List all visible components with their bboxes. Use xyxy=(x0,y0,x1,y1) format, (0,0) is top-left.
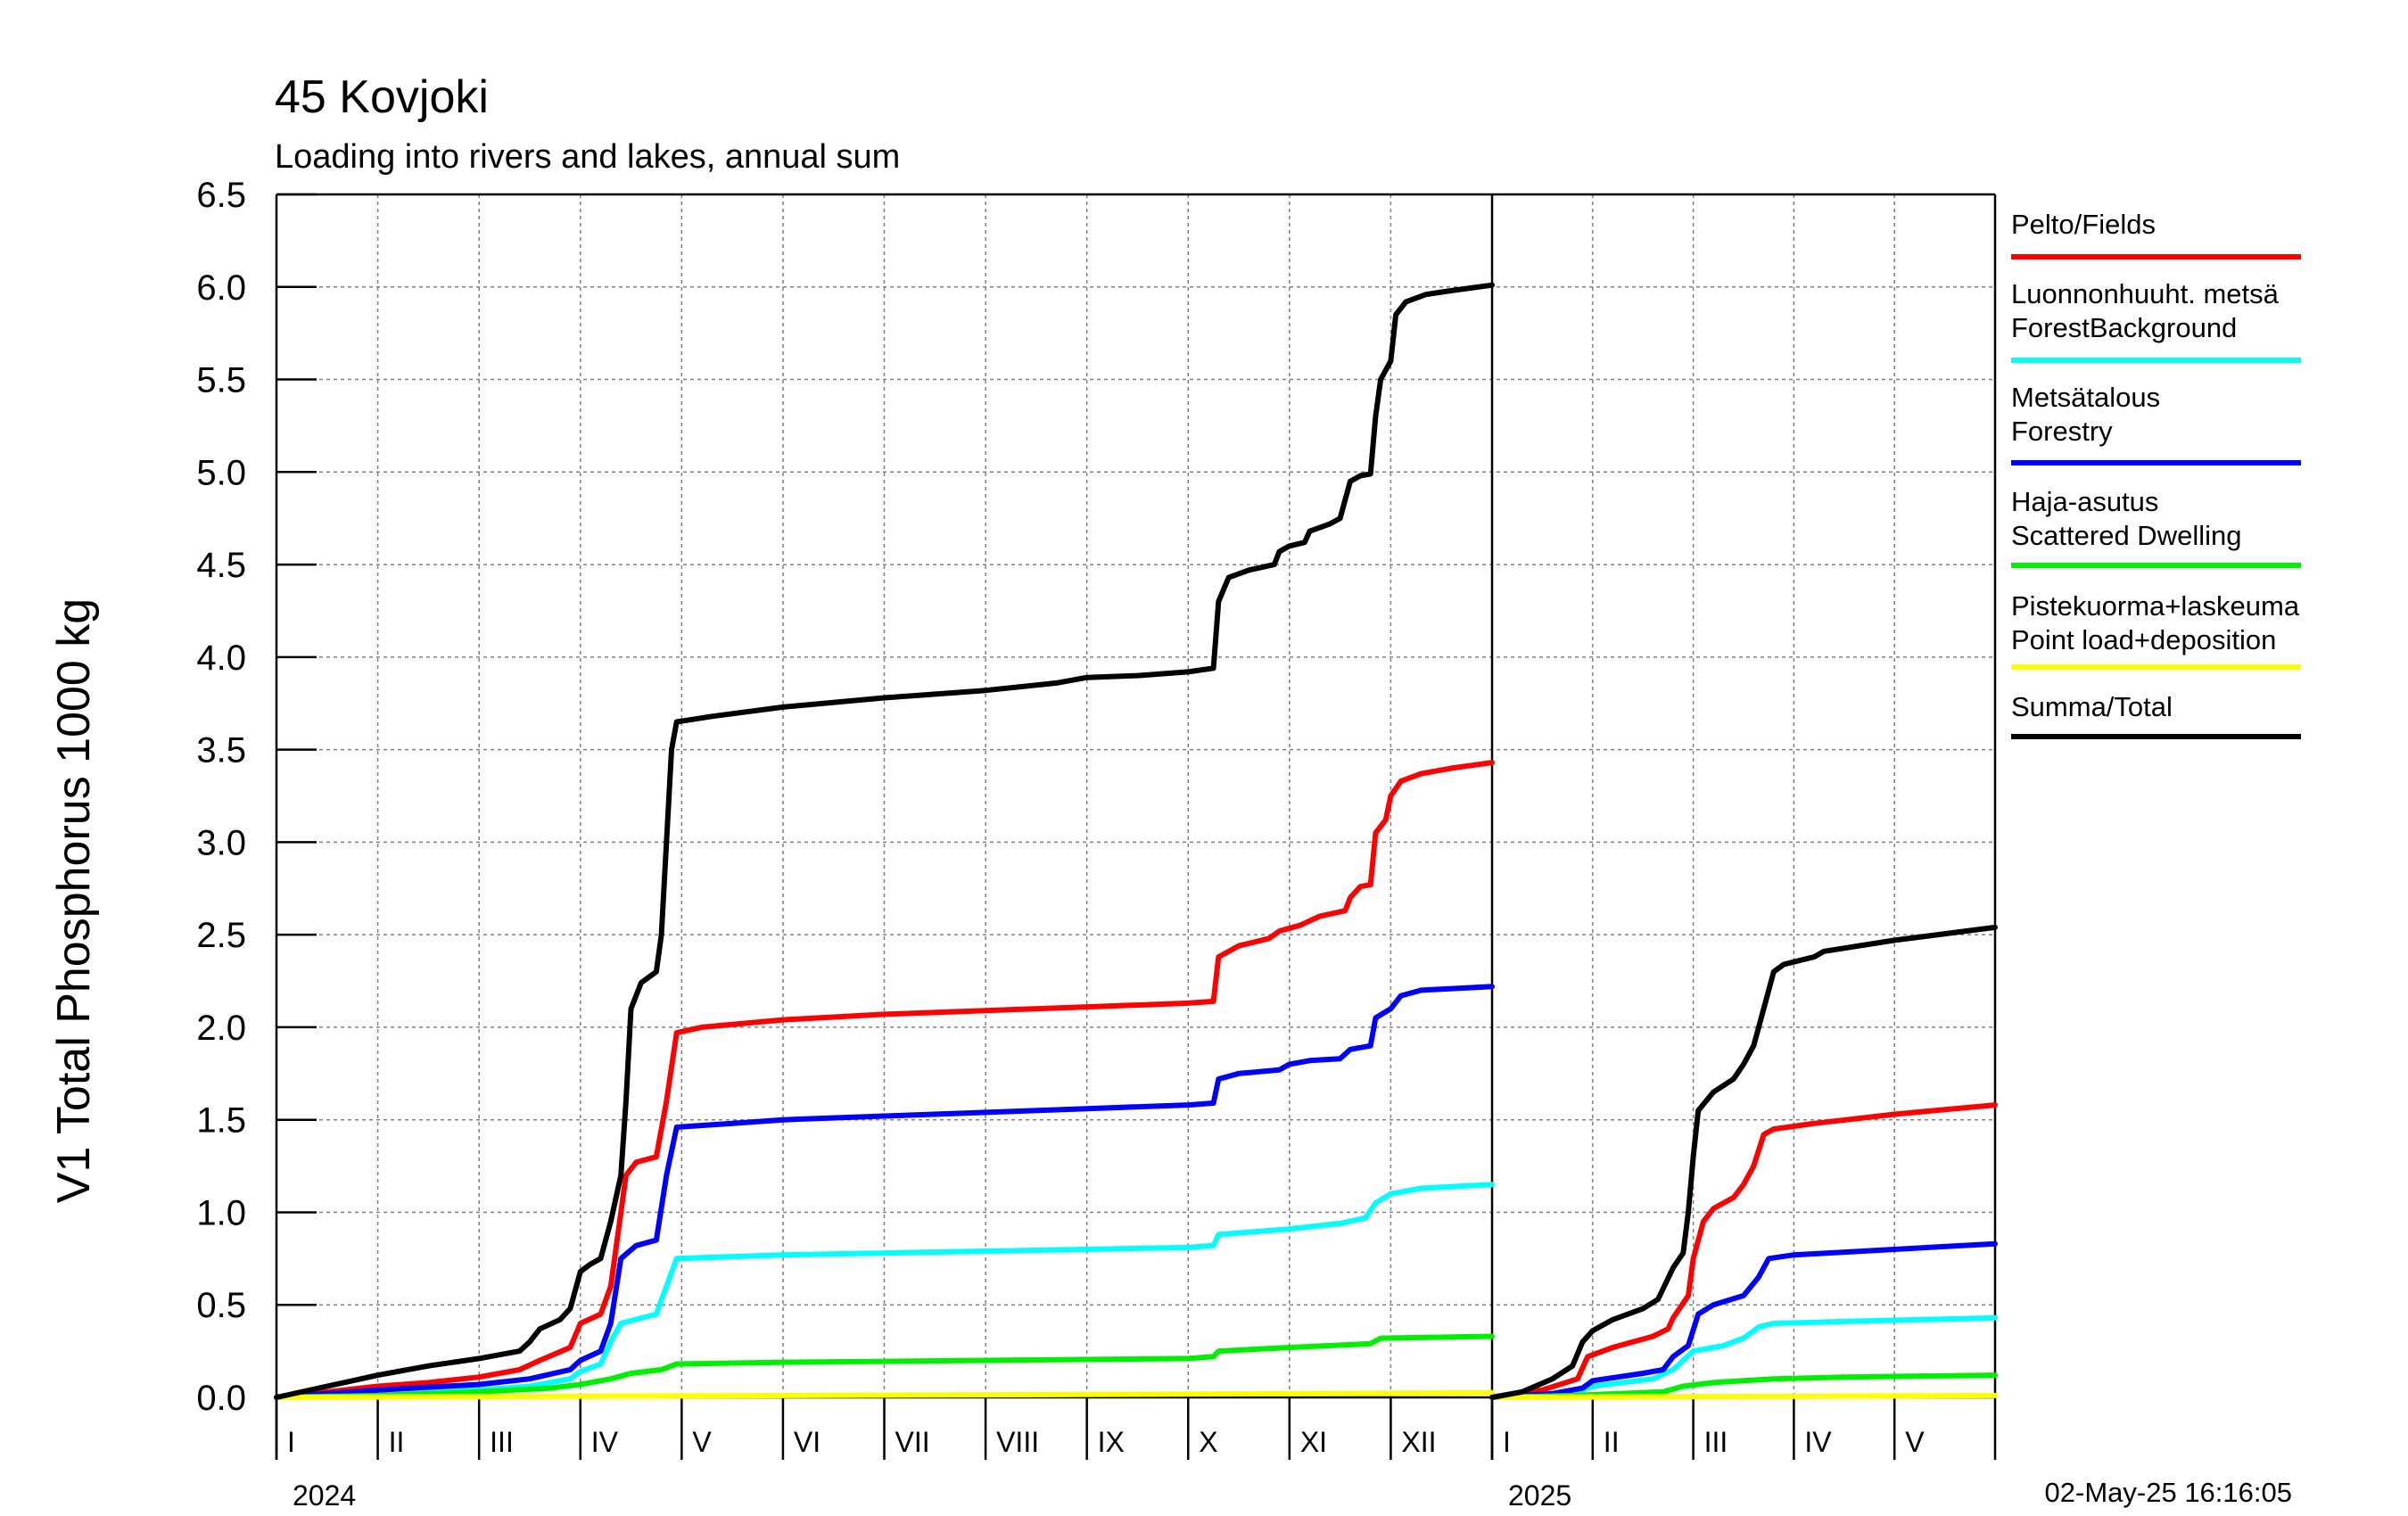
x-month-label: X xyxy=(1199,1426,1217,1458)
y-tick-label: 2.5 xyxy=(196,916,246,955)
chart-title: 45 Kovjoki xyxy=(275,71,489,123)
y-tick-label: 5.5 xyxy=(196,361,246,400)
legend-label: Pelto/Fields xyxy=(2011,209,2156,240)
x-month-label: II xyxy=(389,1426,405,1458)
series-line-2025-haja-asutus-scattered-dwelling xyxy=(1489,1372,1998,1400)
legend-label: Metsätalous xyxy=(2011,382,2160,413)
x-month-label: XII xyxy=(1401,1426,1436,1458)
x-month-label: II xyxy=(1604,1426,1620,1458)
series-line-2025-mets-talous-forestry xyxy=(1489,1240,1998,1400)
y-tick-label: 4.0 xyxy=(196,639,246,678)
series-line-2024-mets-talous-forestry xyxy=(274,984,1495,1400)
series-line-2025-pistekuorma-laskeuma-point-load-deposition xyxy=(1489,1392,1998,1400)
legend-label-secondary: ForestBackground xyxy=(2011,312,2237,343)
series-line-2025-luonnonhuuht-mets-forestbackground xyxy=(1489,1314,1998,1400)
legend-label-secondary: Point load+deposition xyxy=(2011,624,2276,655)
y-tick-label: 3.5 xyxy=(196,731,246,770)
series-line-2025-summa-total xyxy=(1489,924,1998,1400)
legend-label: Luonnonhuuht. metsä xyxy=(2011,278,2280,309)
legend-label-secondary: Forestry xyxy=(2011,416,2113,447)
legend-label: Pistekuorma+laskeuma xyxy=(2011,590,2300,622)
y-tick-label: 6.0 xyxy=(196,268,246,308)
y-tick-label: 1.5 xyxy=(196,1101,246,1141)
x-month-label: VIII xyxy=(996,1426,1039,1458)
legend-label: Summa/Total xyxy=(2011,691,2173,722)
x-month-label: III xyxy=(490,1426,514,1458)
series-line-2024-summa-total xyxy=(274,282,1495,1400)
series-line-2024-pelto-fields xyxy=(274,760,1495,1400)
y-tick-label: 3.0 xyxy=(196,823,246,862)
series-line-2024-pistekuorma-laskeuma-point-load-deposition xyxy=(274,1389,1495,1400)
x-month-label: III xyxy=(1704,1426,1728,1458)
x-month-label: I xyxy=(1503,1426,1511,1458)
y-tick-label: 1.0 xyxy=(196,1193,246,1232)
x-month-label: VII xyxy=(895,1426,930,1458)
x-month-label: VI xyxy=(794,1426,821,1458)
chart-subtitle: Loading into rivers and lakes, annual su… xyxy=(275,138,900,176)
x-month-label: XI xyxy=(1300,1426,1327,1458)
x-month-label: I xyxy=(287,1426,295,1458)
x-month-label: IV xyxy=(591,1426,619,1458)
legend: Pelto/Fields Luonnonhuuht. metsäForestBac… xyxy=(2011,209,2301,739)
legend-label-secondary: Scattered Dwelling xyxy=(2011,520,2241,551)
axes: 0.0 0.5 1.0 1.5 2.0 2.5 3.0 3.5 4.0 4.5 5.0 5.5 6.0 6… xyxy=(196,176,1997,1512)
y-axis-label: V1 Total Phosphorus 1000 kg xyxy=(48,598,100,1203)
series-line-2025-pelto-fields xyxy=(1489,1102,1998,1400)
y-tick-label: 4.5 xyxy=(196,546,246,585)
x-month-label: V xyxy=(1905,1426,1925,1458)
x-month-label: IV xyxy=(1804,1426,1832,1458)
y-tick-label: 5.0 xyxy=(196,453,246,492)
timestamp: 02-May-25 16:16:05 xyxy=(2045,1477,2292,1508)
y-tick-label: 6.5 xyxy=(196,176,246,215)
legend-label: Haja-asutus xyxy=(2011,486,2158,517)
x-year-label: 2025 xyxy=(1508,1479,1571,1512)
y-tick-label: 0.5 xyxy=(196,1286,246,1325)
x-year-label: 2024 xyxy=(293,1479,356,1512)
y-tick-label: 2.0 xyxy=(196,1009,246,1048)
series-line-2024-luonnonhuuht-mets-forestbackground xyxy=(274,1182,1495,1400)
series xyxy=(274,282,1998,1400)
series-line-2024-haja-asutus-scattered-dwelling xyxy=(274,1333,1495,1400)
grid xyxy=(276,194,1995,1398)
y-tick-label: 0.0 xyxy=(196,1379,246,1418)
x-month-label: V xyxy=(692,1426,712,1458)
x-month-label: IX xyxy=(1098,1426,1125,1458)
